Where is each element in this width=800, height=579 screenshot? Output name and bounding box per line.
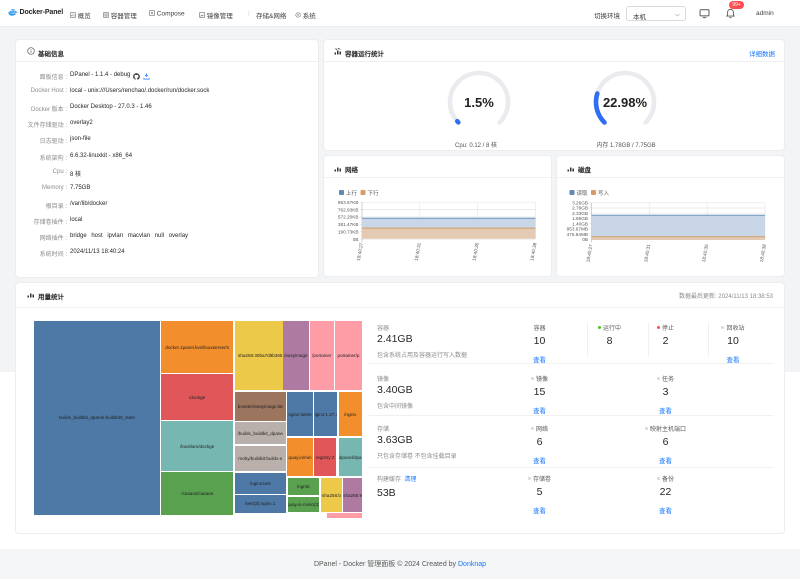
svg-text:22.98%: 22.98% bbox=[603, 95, 648, 110]
svg-text:18:40:27: 18:40:27 bbox=[356, 242, 364, 261]
svg-text:381.47KB: 381.47KB bbox=[338, 222, 359, 227]
svg-text:1.86GB: 1.86GB bbox=[572, 216, 588, 221]
svg-text:2.79GB: 2.79GB bbox=[572, 206, 588, 211]
svg-text:1.40GB: 1.40GB bbox=[572, 221, 588, 226]
svg-text:2.33GB: 2.33GB bbox=[572, 211, 588, 216]
svg-text:1.5%: 1.5% bbox=[464, 95, 494, 110]
svg-text:953.67KB: 953.67KB bbox=[338, 200, 359, 205]
svg-text:953.67MB: 953.67MB bbox=[567, 227, 588, 232]
svg-text:18:40:27: 18:40:27 bbox=[585, 243, 593, 262]
svg-text:读取: 读取 bbox=[577, 189, 589, 197]
svg-text:0B: 0B bbox=[353, 237, 359, 242]
svg-text:18:40:35: 18:40:35 bbox=[701, 243, 709, 262]
svg-text:18:40:31: 18:40:31 bbox=[414, 242, 422, 261]
svg-text:190.73KB: 190.73KB bbox=[338, 230, 359, 235]
svg-text:上行: 上行 bbox=[346, 189, 358, 197]
svg-text:3.26GB: 3.26GB bbox=[572, 201, 588, 206]
svg-text:18:40:38: 18:40:38 bbox=[759, 243, 767, 262]
svg-text:572.20KB: 572.20KB bbox=[338, 215, 359, 220]
svg-text:18:40:38: 18:40:38 bbox=[529, 242, 537, 261]
svg-text:0B: 0B bbox=[582, 237, 588, 242]
svg-text:18:40:31: 18:40:31 bbox=[643, 243, 651, 262]
svg-text:762.93KB: 762.93KB bbox=[338, 207, 359, 212]
svg-text:476.84MB: 476.84MB bbox=[567, 232, 588, 237]
svg-text:写入: 写入 bbox=[598, 190, 610, 197]
svg-text:下行: 下行 bbox=[368, 189, 380, 197]
svg-text:18:40:35: 18:40:35 bbox=[472, 242, 480, 261]
